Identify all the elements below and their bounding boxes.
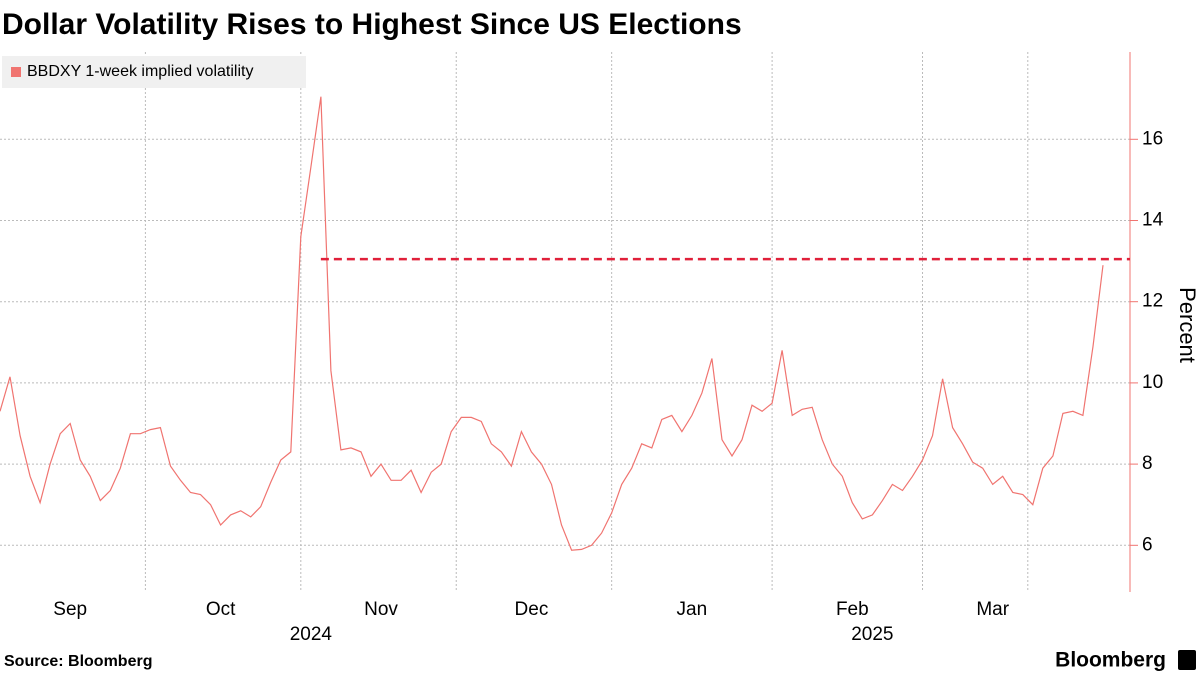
y-tick-label: 12: [1142, 291, 1163, 312]
legend-box: [2, 56, 306, 88]
legend-swatch: [11, 67, 21, 77]
legend-label: BBDXY 1-week implied volatility: [27, 63, 253, 80]
x-tick-label: Oct: [206, 599, 236, 620]
chart-title: Dollar Volatility Rises to Highest Since…: [2, 8, 742, 41]
y-tick-label: 10: [1142, 372, 1163, 393]
x-tick-label: Nov: [364, 599, 398, 620]
brand: Bloomberg: [1055, 649, 1166, 672]
source: Source: Bloomberg: [4, 653, 152, 670]
y-axis-label: Percent: [1175, 287, 1200, 363]
year-label: 2024: [290, 624, 333, 645]
x-tick-label: Jan: [677, 599, 708, 620]
y-tick-label: 16: [1142, 128, 1163, 149]
x-tick-label: Mar: [976, 599, 1009, 620]
x-tick-label: Sep: [53, 599, 87, 620]
y-tick-label: 6: [1142, 534, 1153, 555]
x-tick-label: Dec: [515, 599, 549, 620]
year-label: 2025: [851, 624, 893, 645]
series-line: [0, 96, 1104, 551]
x-tick-label: Feb: [836, 599, 869, 620]
y-tick-label: 14: [1142, 210, 1164, 231]
brand-icon: [1178, 650, 1196, 670]
y-tick-label: 8: [1142, 453, 1153, 474]
